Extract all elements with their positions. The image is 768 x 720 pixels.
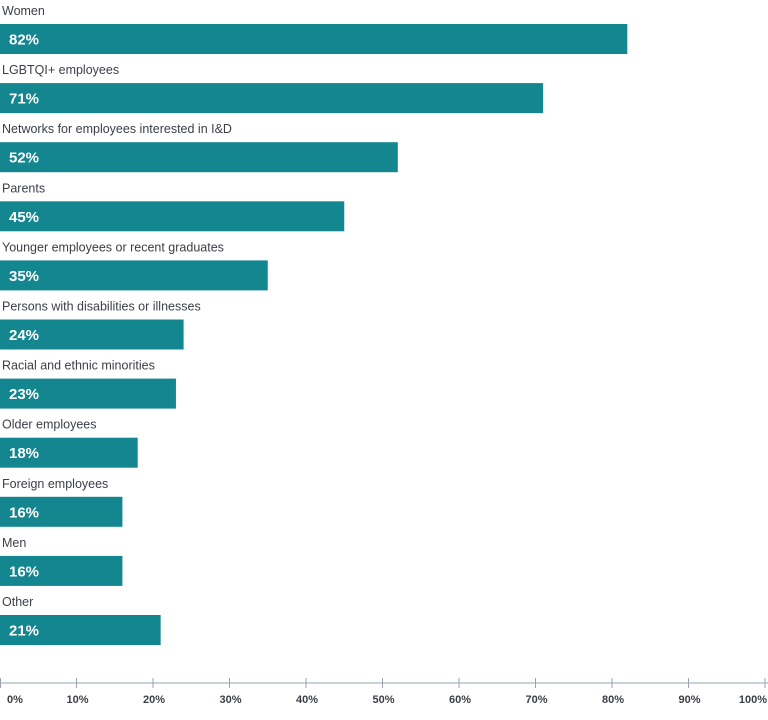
x-tick-label: 30% <box>219 694 241 706</box>
x-tick-label: 0% <box>7 694 23 706</box>
data-label: 35% <box>9 268 39 285</box>
data-label: 71% <box>9 91 39 108</box>
bar <box>0 496 123 527</box>
bar <box>0 437 138 468</box>
x-tick-label: 40% <box>296 694 318 706</box>
x-tick-label: 70% <box>525 694 547 706</box>
bar <box>0 142 398 173</box>
bar <box>0 260 268 291</box>
x-tick-label: 80% <box>602 694 624 706</box>
bar <box>0 555 123 586</box>
category-label: Networks for employees interested in I&D <box>2 122 232 136</box>
data-label: 24% <box>9 327 39 344</box>
x-tick-label: 100% <box>739 694 767 706</box>
data-label: 16% <box>9 504 39 521</box>
category-label: Foreign employees <box>2 477 108 491</box>
data-label: 23% <box>9 386 39 403</box>
x-tick-label: 90% <box>678 694 700 706</box>
category-label: Younger employees or recent graduates <box>2 240 224 254</box>
category-label: Persons with disabilities or illnesses <box>2 300 201 314</box>
data-label: 45% <box>9 209 39 226</box>
category-label: Racial and ethnic minorities <box>2 359 155 373</box>
data-label: 16% <box>9 563 39 580</box>
x-tick-label: 60% <box>449 694 471 706</box>
data-label: 21% <box>9 623 39 640</box>
data-label: 82% <box>9 32 39 49</box>
x-tick-label: 50% <box>372 694 394 706</box>
bar <box>0 319 184 350</box>
data-label: 52% <box>9 150 39 167</box>
bar <box>0 201 345 232</box>
category-label: Other <box>2 595 33 609</box>
bar <box>0 24 628 54</box>
bar <box>0 378 176 409</box>
category-label: Parents <box>2 181 45 195</box>
x-tick-label: 20% <box>143 694 165 706</box>
category-label: Women <box>2 4 45 18</box>
bar <box>0 83 544 114</box>
bar <box>0 615 161 645</box>
category-label: LGBTQI+ employees <box>2 63 119 77</box>
bars-layer: Women 82% LGBTQI+ employees 71% Networks for… <box>0 4 628 645</box>
category-label: Men <box>2 536 26 550</box>
data-label: 18% <box>9 445 39 462</box>
x-tick-label: 10% <box>66 694 88 706</box>
x-axis: 0% 10% 20% 30% 40% 50% 60% 70% 80% 90% 100% <box>0 678 768 706</box>
category-label: Older employees <box>2 418 97 432</box>
